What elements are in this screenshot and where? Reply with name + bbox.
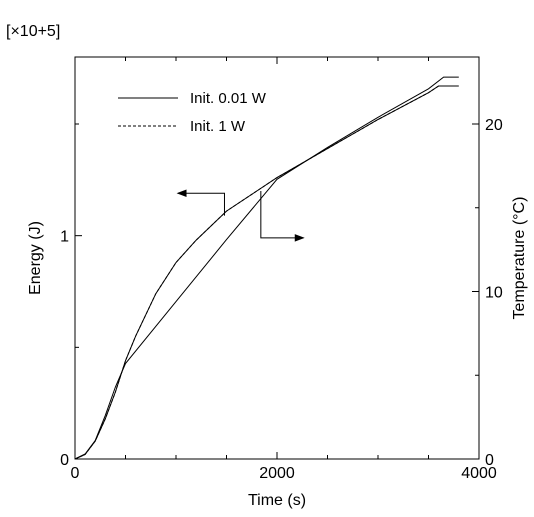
legend-label-0: Init. 0.01 W	[190, 90, 267, 107]
series-layer	[74, 76, 459, 460]
annotation-arrow-line-1	[260, 191, 304, 239]
legend-label-1: Init. 1 W	[190, 118, 246, 135]
y-right-tick-label-1: 10	[485, 285, 503, 302]
y-axis-multiplier-label: [×10+5]	[6, 23, 60, 40]
y-right-tick-label-2: 20	[485, 117, 503, 134]
annotation-arrow-line-0	[178, 192, 225, 216]
annotation-arrow-head-1	[294, 234, 305, 242]
x-tick-label-2: 4000	[461, 465, 497, 482]
annotation-layer	[176, 189, 305, 242]
y-left-tick-label-1: 1	[60, 229, 69, 246]
x-axis-label: Time (s)	[248, 492, 306, 509]
series-line-0	[74, 85, 459, 460]
y-axis-left-label: Energy (J)	[27, 221, 44, 295]
y-left-tick-label-0: 0	[60, 452, 69, 469]
series-line-1	[74, 85, 459, 460]
y-right-tick-label-0: 0	[485, 452, 494, 469]
x-tick-label-0: 0	[71, 465, 80, 482]
series-line-2	[74, 76, 459, 460]
legend: Init. 0.01 W Init. 1 W	[118, 90, 267, 135]
annotation-arrow-head-0	[176, 189, 187, 197]
y-axis-right-label: Temperature (°C)	[511, 197, 528, 320]
plot-frame	[74, 56, 480, 460]
x-tick-label-1: 2000	[259, 465, 295, 482]
